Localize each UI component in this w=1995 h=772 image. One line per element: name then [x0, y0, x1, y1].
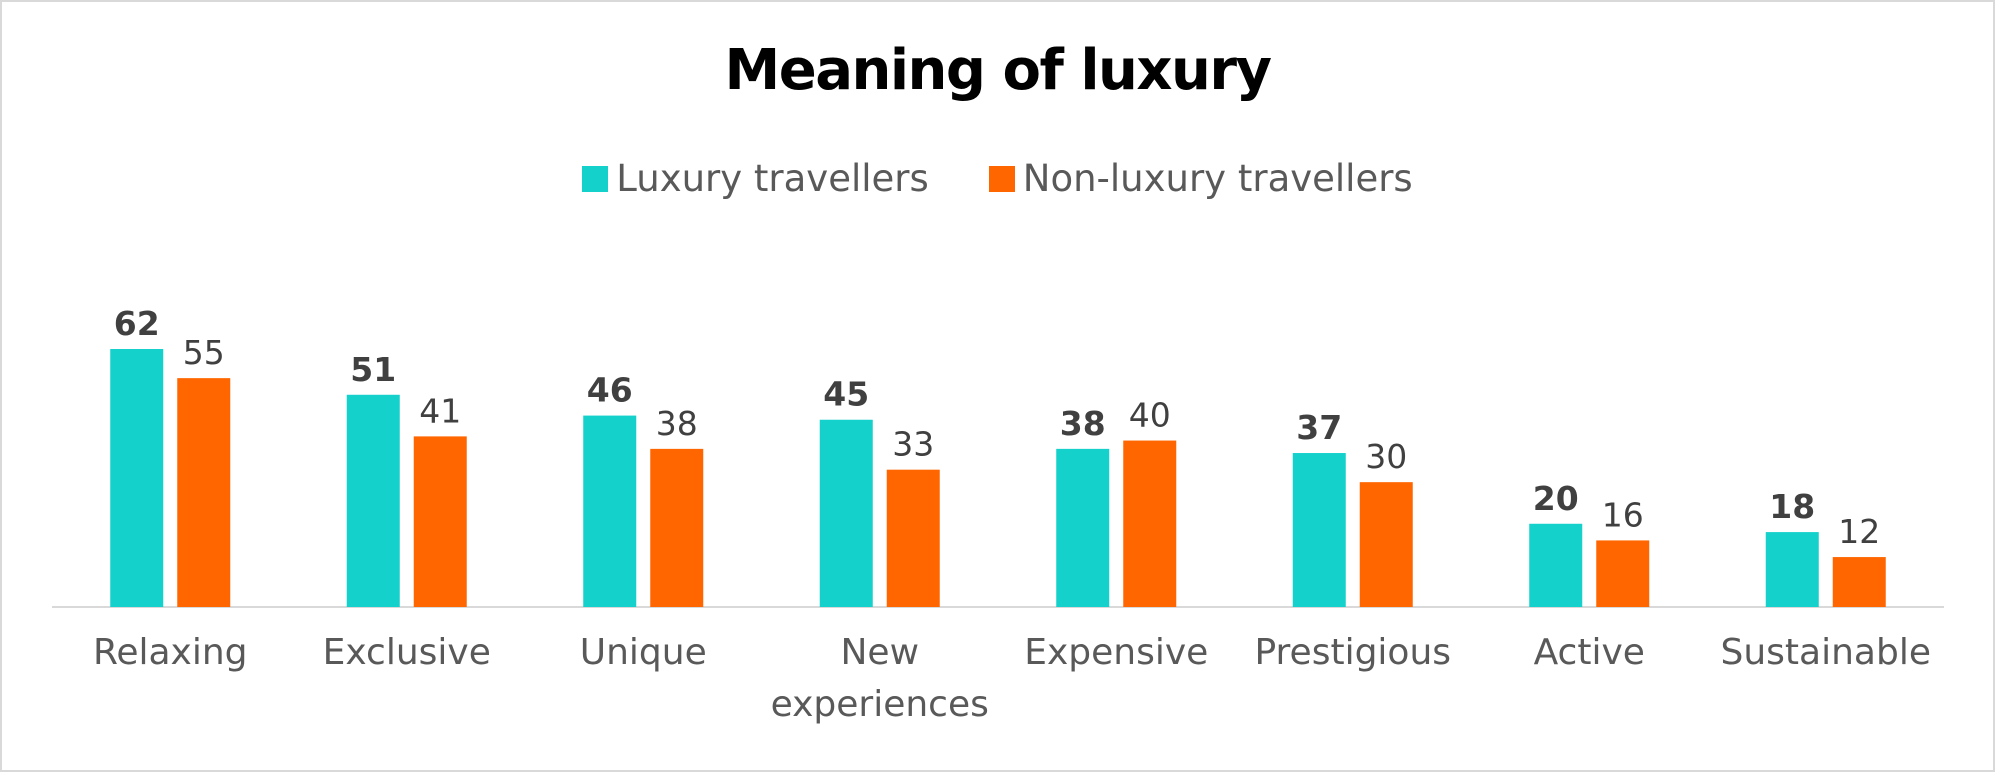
data-label-non-luxury-unique: 38: [656, 404, 698, 443]
bar-non-luxury-expensive: [1123, 440, 1177, 607]
bar-luxury-exclusive: [346, 394, 400, 607]
data-label-luxury-expensive: 38: [1060, 404, 1106, 443]
bar-luxury-relaxing: [110, 349, 164, 607]
category-label-relaxing: Relaxing: [93, 632, 248, 673]
bar-luxury-active: [1529, 523, 1583, 607]
category-label-expensive: Expensive: [1024, 632, 1208, 673]
data-label-luxury-active: 20: [1533, 479, 1579, 518]
category-label-prestigious: Prestigious: [1254, 632, 1451, 673]
data-label-non-luxury-relaxing: 55: [183, 333, 225, 372]
category-label-new-experiences-line-2: experiences: [771, 684, 989, 725]
data-label-non-luxury-expensive: 40: [1129, 396, 1171, 435]
category-label-sustainable: Sustainable: [1721, 632, 1931, 673]
bar-non-luxury-unique: [650, 448, 704, 607]
data-label-luxury-unique: 46: [587, 371, 633, 410]
bar-luxury-prestigious: [1292, 453, 1346, 607]
legend-item-non-luxury: Non-luxury travellers: [988, 157, 1413, 200]
legend-label-non-luxury: Non-luxury travellers: [1022, 157, 1413, 200]
bar-luxury-expensive: [1056, 448, 1110, 607]
legend-swatch-non-luxury: [988, 165, 1015, 192]
data-label-luxury-prestigious: 37: [1296, 408, 1342, 447]
data-label-non-luxury-new-experiences: 33: [892, 425, 934, 464]
bar-non-luxury-sustainable: [1832, 557, 1886, 607]
data-label-luxury-relaxing: 62: [114, 304, 160, 343]
bar-non-luxury-active: [1596, 540, 1650, 607]
data-label-non-luxury-active: 16: [1602, 495, 1644, 534]
legend-swatch-luxury: [582, 165, 609, 192]
category-label-unique: Unique: [580, 632, 707, 673]
chart-title: Meaning of luxury: [724, 38, 1272, 103]
bar-non-luxury-new-experiences: [886, 469, 940, 607]
bar-non-luxury-prestigious: [1359, 482, 1413, 607]
data-label-luxury-sustainable: 18: [1769, 487, 1815, 526]
bar-luxury-new-experiences: [819, 419, 873, 607]
data-label-non-luxury-prestigious: 30: [1365, 437, 1407, 476]
bar-non-luxury-exclusive: [413, 436, 467, 607]
category-label-new-experiences-line-1: New: [840, 632, 919, 673]
bar-non-luxury-relaxing: [177, 378, 231, 607]
category-label-exclusive: Exclusive: [323, 632, 491, 673]
legend-label-luxury: Luxury travellers: [616, 157, 929, 200]
data-label-luxury-new-experiences: 45: [823, 375, 869, 414]
data-label-luxury-exclusive: 51: [350, 350, 396, 389]
bar-luxury-sustainable: [1765, 532, 1819, 607]
data-label-non-luxury-exclusive: 41: [419, 391, 461, 430]
legend-item-luxury: Luxury travellers: [582, 157, 929, 200]
bar-luxury-unique: [583, 415, 637, 607]
data-label-non-luxury-sustainable: 12: [1838, 512, 1880, 551]
chart-legend: Luxury travellers Non-luxury travellers: [2, 157, 1993, 200]
category-label-active: Active: [1534, 632, 1645, 673]
